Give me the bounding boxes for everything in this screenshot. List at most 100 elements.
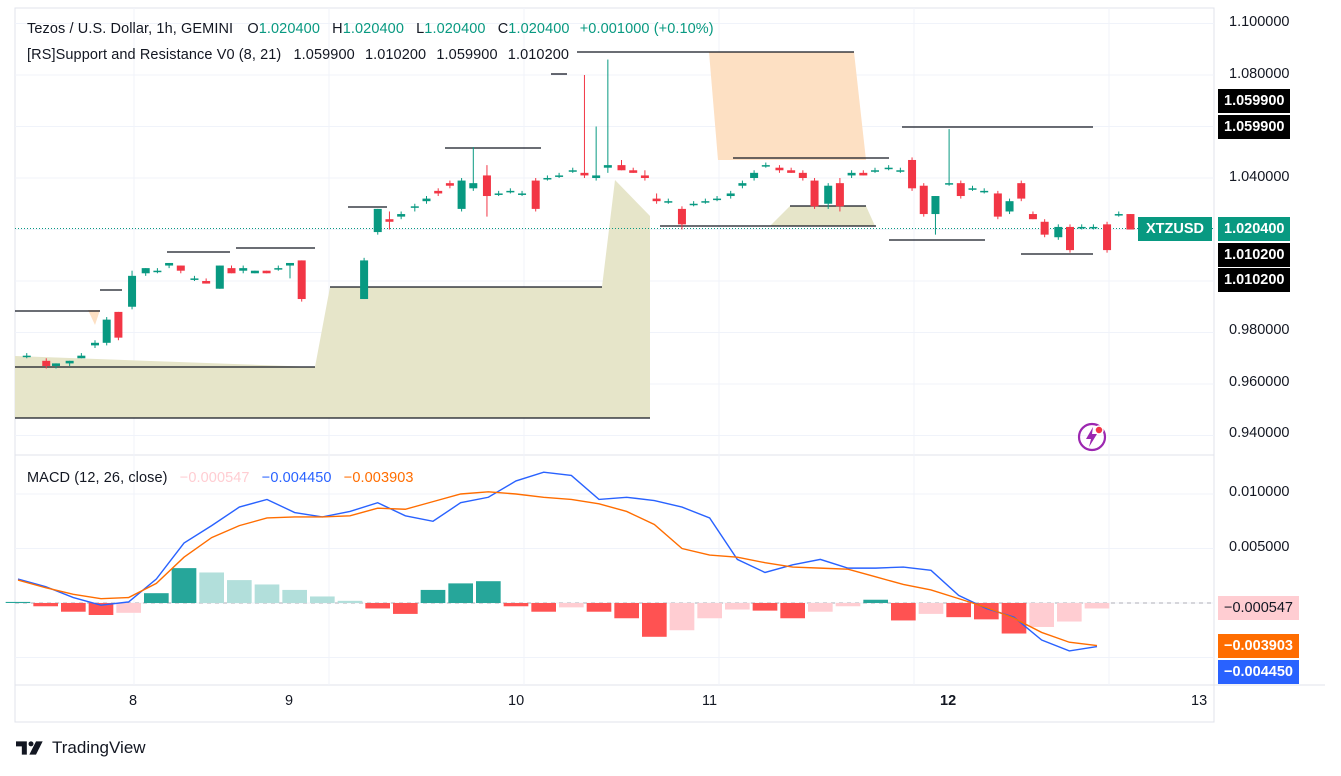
candle [227, 268, 236, 274]
price-tick: 1.080000 [1229, 66, 1290, 82]
candle [968, 188, 977, 190]
histogram-bar [393, 603, 418, 614]
candle [385, 219, 394, 222]
indicator-legend: [RS]Support and Resistance V0 (8, 21) 1.… [27, 47, 569, 63]
support-price-badge: 1.010200 [1218, 243, 1291, 267]
candle [713, 198, 722, 201]
macd-signal-badge: −0.003903 [1218, 634, 1299, 658]
candle [568, 170, 577, 172]
candle [543, 178, 552, 180]
macd-line-value: −0.004450 [261, 470, 332, 486]
histogram-bar [365, 603, 390, 609]
candle [884, 167, 893, 170]
symbol-legend: Tezos / U.S. Dollar, 1h, GEMINI O1.02040… [27, 21, 714, 37]
candle [1066, 226, 1074, 251]
low-value: 1.020400 [424, 21, 486, 37]
brand-name[interactable]: TradingView [52, 738, 146, 757]
candle [1040, 221, 1049, 235]
close-label: C [497, 21, 509, 37]
candle [1126, 214, 1135, 230]
candle [726, 193, 735, 197]
candle [274, 268, 283, 270]
candle [810, 180, 819, 207]
candle [592, 175, 601, 178]
candle [1089, 226, 1098, 229]
close-value: 1.020400 [508, 21, 570, 37]
support-price-badge: 1.010200 [1218, 268, 1291, 292]
candle [77, 355, 86, 359]
histogram-bar [835, 603, 861, 607]
candle [701, 201, 710, 203]
candle [202, 281, 211, 284]
support-resistance-fills [15, 52, 875, 418]
histogram-bar [946, 603, 971, 618]
macd-histogram [5, 568, 1214, 637]
macd-lines [17, 471, 1098, 652]
candle [1017, 183, 1026, 199]
time-tick: 9 [285, 693, 294, 709]
candle [153, 270, 162, 273]
candle [297, 260, 306, 300]
histogram-bar [144, 593, 169, 603]
candle [250, 270, 259, 274]
candle [896, 170, 905, 172]
candle [410, 206, 419, 208]
macd-title[interactable]: MACD (12, 26, close) [27, 470, 168, 486]
candle [128, 275, 137, 307]
candle [482, 175, 491, 197]
candle [457, 180, 466, 209]
candle [190, 278, 199, 280]
histogram-bar [227, 580, 252, 603]
macd-line-badge: −0.004450 [1218, 660, 1299, 684]
candle [141, 268, 150, 274]
macd-tick: 0.005000 [1229, 539, 1290, 555]
histogram-bar [337, 600, 363, 603]
candle [956, 183, 965, 197]
candle [52, 363, 60, 366]
candle [531, 180, 540, 209]
macd-tick: 0.010000 [1229, 484, 1290, 500]
histogram-bar [199, 572, 224, 603]
candle [677, 208, 686, 225]
indicator-value: 1.059900 [293, 47, 355, 63]
histogram-bar [586, 603, 612, 612]
macd-legend: MACD (12, 26, close) −0.000547 −0.004450… [27, 470, 414, 486]
support-zone [770, 206, 875, 226]
macd-hist-badge: −0.000547 [1218, 596, 1299, 620]
candle [1114, 214, 1123, 216]
resistance-zone [709, 52, 866, 160]
high-value: 1.020400 [342, 21, 404, 37]
histogram-bar [503, 603, 529, 607]
symbol-title[interactable]: Tezos / U.S. Dollar, 1h, GEMINI [27, 21, 234, 37]
histogram-bar [1084, 603, 1110, 609]
histogram-bar [918, 603, 944, 614]
candle [1028, 214, 1037, 220]
candle [239, 268, 248, 271]
candle [65, 360, 74, 364]
histogram-bar [116, 603, 141, 613]
indicator-title[interactable]: [RS]Support and Resistance V0 (8, 21) [27, 47, 282, 63]
time-tick: 13 [1191, 693, 1208, 709]
price-tick: 1.100000 [1229, 14, 1290, 30]
candle [422, 198, 431, 202]
resistance-price-badge: 1.059900 [1218, 115, 1291, 139]
candle [1103, 224, 1112, 251]
lightning-icon[interactable] [1076, 421, 1108, 453]
tradingview-logo-icon[interactable] [16, 738, 46, 758]
candle [798, 172, 807, 178]
candle [397, 214, 406, 217]
candle [580, 172, 589, 176]
histogram-bar [1057, 603, 1082, 622]
price-tick: 0.960000 [1229, 374, 1290, 390]
histogram-bar [254, 584, 280, 603]
resistance-price-badge: 1.059900 [1218, 89, 1291, 113]
histogram-bar [531, 603, 556, 612]
candle [1054, 226, 1063, 238]
resistance-zone [88, 310, 100, 325]
histogram-bar [420, 589, 446, 603]
footer: TradingView [16, 738, 146, 758]
histogram-bar [33, 603, 58, 607]
candle [919, 185, 928, 215]
histogram-bar [669, 603, 695, 631]
